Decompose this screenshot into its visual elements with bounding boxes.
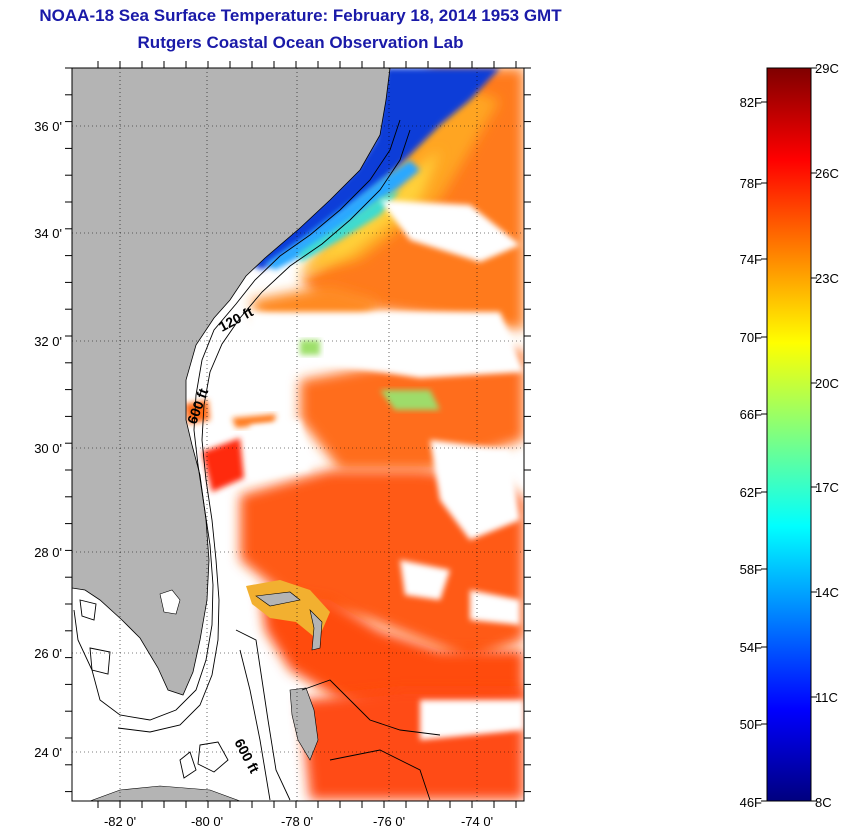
c-label-23: 23C xyxy=(815,271,839,286)
f-label-62: 62F xyxy=(740,485,762,500)
lon-label-80: -80 0' xyxy=(191,814,223,829)
frame-ticks xyxy=(65,61,531,808)
map-title: NOAA-18 Sea Surface Temperature: Februar… xyxy=(39,6,562,25)
lake-okeechobee xyxy=(159,589,181,615)
us-mainland xyxy=(72,68,391,696)
c-label-11: 11C xyxy=(815,690,838,705)
lon-label-78: -78 0' xyxy=(281,814,313,829)
f-label-58: 58F xyxy=(740,562,762,577)
latitude-labels: 36 0' 34 0' 32 0' 30 0' 28 0' 26 0' 24 0… xyxy=(34,119,62,760)
lat-label-32: 32 0' xyxy=(34,334,62,349)
c-label-14: 14C xyxy=(815,585,839,600)
longitude-labels: -82 0' -80 0' -78 0' -76 0' -74 0' xyxy=(104,814,493,829)
map-frame xyxy=(71,67,525,802)
colorbar-ticks xyxy=(761,67,817,802)
bathymetry-contours xyxy=(73,119,441,801)
c-label-20: 20C xyxy=(815,376,839,391)
f-label-46: 46F xyxy=(740,795,762,810)
colorbar-gradient xyxy=(766,67,812,802)
lat-label-26: 26 0' xyxy=(34,646,62,661)
lon-label-76: -76 0' xyxy=(373,814,405,829)
contour-120ft xyxy=(73,119,401,721)
graticule xyxy=(72,68,524,801)
lat-label-30: 30 0' xyxy=(34,441,62,456)
abaco xyxy=(309,609,323,651)
c-label-26: 26C xyxy=(815,166,839,181)
colorbar-fahrenheit-labels: 82F 78F 74F 70F 66F 62F 58F 54F 50F 46F xyxy=(740,95,762,810)
f-label-78: 78F xyxy=(740,176,762,191)
lon-label-74: -74 0' xyxy=(461,814,493,829)
grand-bahama xyxy=(255,591,301,607)
f-label-54: 54F xyxy=(740,640,762,655)
lat-label-28: 28 0' xyxy=(34,545,62,560)
land-mass xyxy=(72,68,391,801)
contour-600ft xyxy=(117,129,411,733)
c-label-17: 17C xyxy=(815,480,839,495)
map-subtitle: Rutgers Coastal Ocean Observation Lab xyxy=(137,33,464,52)
f-label-50: 50F xyxy=(740,717,762,732)
f-label-70: 70F xyxy=(740,330,762,345)
f-label-74: 74F xyxy=(740,252,762,267)
lat-label-36: 36 0' xyxy=(34,119,62,134)
andros xyxy=(289,687,319,761)
f-label-82: 82F xyxy=(740,95,762,110)
c-label-29: 29C xyxy=(815,61,839,76)
cuba xyxy=(89,785,241,801)
colorbar-celsius-labels: 29C 26C 23C 20C 17C 14C 11C 8C xyxy=(815,61,839,810)
lat-label-24: 24 0' xyxy=(34,745,62,760)
lat-label-34: 34 0' xyxy=(34,226,62,241)
lon-label-82: -82 0' xyxy=(104,814,136,829)
f-label-66: 66F xyxy=(740,407,762,422)
c-label-8: 8C xyxy=(815,795,832,810)
colorbar: 82F 78F 74F 70F 66F 62F 58F 54F 50F 46F … xyxy=(740,61,839,810)
